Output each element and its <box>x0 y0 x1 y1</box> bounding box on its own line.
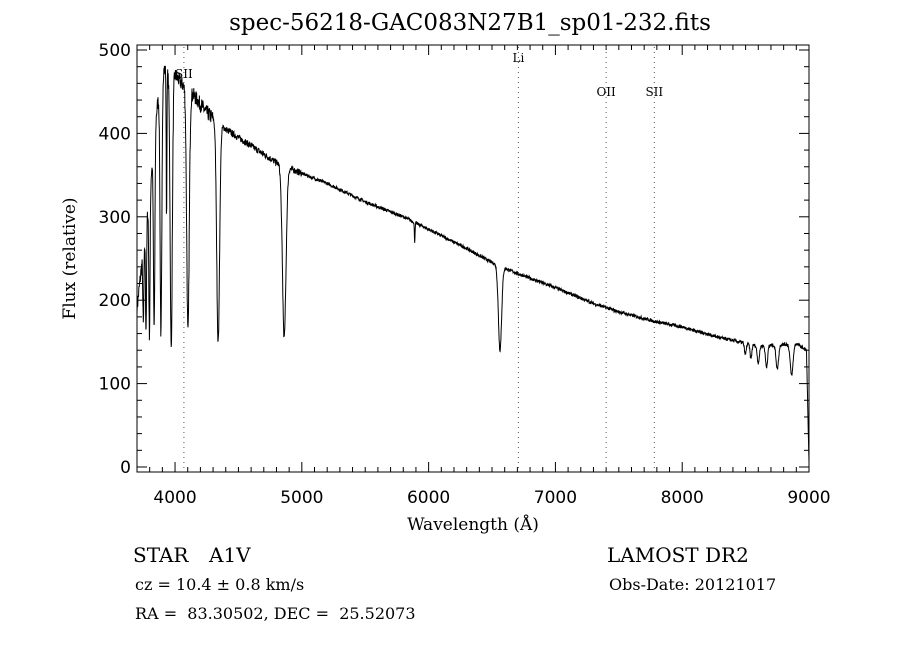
y-axis-label: Flux (relative) <box>60 197 80 319</box>
line-marker-label: SII <box>645 85 663 99</box>
y-tick-label: 500 <box>99 41 131 61</box>
x-axis-label: Wavelength (Å) <box>407 514 539 535</box>
y-tick-label: 200 <box>99 291 131 311</box>
redshift-label: cz = 10.4 ± 0.8 km/s <box>135 575 305 594</box>
chart-title: spec-56218-GAC083N27B1_sp01-232.fits <box>229 10 711 36</box>
x-tick-label: 7000 <box>534 488 577 508</box>
coordinates: RA = 83.30502, DEC = 25.52073 <box>135 604 416 623</box>
x-tick-label: 4000 <box>153 488 196 508</box>
object-subclass: A1V <box>209 543 251 567</box>
object-class: STAR <box>133 543 189 567</box>
y-tick-label: 300 <box>99 208 131 228</box>
x-tick-label: 9000 <box>787 488 830 508</box>
x-tick-label: 8000 <box>661 488 704 508</box>
line-marker-label: OII <box>596 85 616 99</box>
plot-frame <box>136 44 810 473</box>
y-tick-label: 0 <box>120 458 131 478</box>
obs-date: Obs-Date: 20121017 <box>609 575 777 594</box>
x-tick-label: 6000 <box>407 488 450 508</box>
survey-label: LAMOST DR2 <box>607 543 749 567</box>
line-marker-label: Li <box>512 51 524 65</box>
x-tick-label: 5000 <box>280 488 323 508</box>
spectrum-line <box>136 65 810 462</box>
y-tick-label: 400 <box>99 124 131 144</box>
y-tick-label: 100 <box>99 375 131 395</box>
